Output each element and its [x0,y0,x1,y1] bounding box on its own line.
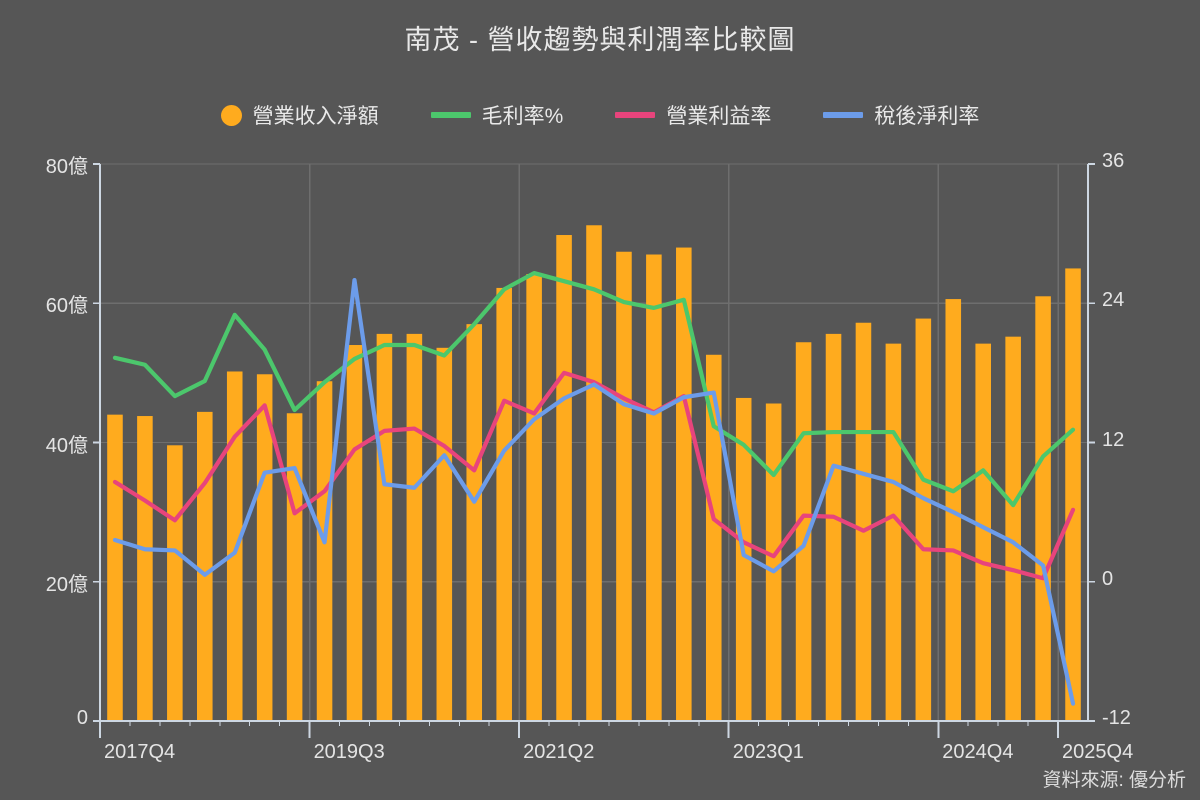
y-right-tick-label: 36 [1102,150,1125,172]
bar[interactable] [556,235,572,721]
x-tick-label: 2025Q4 [1062,741,1134,763]
bar[interactable] [137,416,153,721]
x-tick-label: 2017Q4 [104,741,176,763]
y-right-tick-label: -12 [1102,707,1131,729]
bar[interactable] [496,287,512,721]
bar[interactable] [825,333,842,721]
bar[interactable] [855,322,872,721]
bar[interactable] [646,254,662,721]
bar[interactable] [915,318,932,721]
x-tick-label: 2019Q3 [313,741,385,763]
y-right-tick-label: 0 [1102,567,1114,590]
y-left-tick-label: 80億 [45,156,88,178]
y-right-tick-label: 24 [1102,289,1125,312]
chart-legend: 營業收入淨額 毛利率% 營業利益率 稅後淨利率 [0,100,1200,130]
bar[interactable] [735,397,752,721]
y-left-tick-label: 20億 [45,573,88,596]
bar[interactable] [226,371,243,721]
legend-label-net-margin: 稅後淨利率 [874,105,980,128]
bar[interactable] [436,347,453,721]
bar[interactable] [406,333,423,721]
bar[interactable] [316,381,333,721]
bar[interactable] [286,413,303,721]
bar[interactable] [346,345,363,721]
line-series[interactable] [112,370,1076,581]
bar[interactable] [616,251,632,722]
legend-item-gross-margin[interactable]: 毛利率% [430,100,564,130]
y-left-tick-label: 0 [76,707,88,729]
bar[interactable] [765,403,782,721]
legend-item-revenue[interactable]: 營業收入淨額 [220,100,379,130]
x-tick-label: 2023Q1 [732,741,804,763]
legend-item-operating-margin[interactable]: 營業利益率 [615,100,771,130]
legend-label-operating-margin: 營業利益率 [666,105,772,128]
bar[interactable] [975,343,991,721]
legend-dot-icon [220,104,242,126]
bar[interactable] [705,354,722,721]
x-tick-label: 2021Q2 [523,741,595,763]
source-note: 資料來源: 優分析 [1042,770,1186,791]
bar[interactable] [1005,336,1021,721]
bar[interactable] [376,333,393,721]
legend-item-net-margin[interactable]: 稅後淨利率 [823,100,979,130]
legend-line-icon [615,112,656,118]
bar[interactable] [676,247,692,722]
legend-label-revenue: 營業收入淨額 [252,105,379,128]
bar[interactable] [107,414,123,721]
x-tick-label: 2024Q4 [942,741,1014,763]
bar[interactable] [1065,268,1081,721]
legend-label-gross-margin: 毛利率% [481,105,564,128]
legend-line-icon [823,112,864,118]
legend-line-icon [430,112,471,118]
bar[interactable] [526,274,542,721]
bar[interactable] [586,225,602,721]
y-left-tick-label: 60億 [45,295,88,318]
y-left-tick-label: 40億 [45,434,88,457]
bar[interactable] [256,374,273,721]
chart-title: 南茂 - 營收趨勢與利潤率比較圖 [404,25,796,55]
y-right-tick-label: 12 [1102,428,1125,451]
bar[interactable] [466,324,483,721]
bar-series-revenue [107,225,1081,722]
bar[interactable] [197,411,213,721]
bar[interactable] [1035,296,1051,721]
line-series[interactable] [112,270,1076,508]
line-series[interactable] [112,277,1076,706]
bar[interactable] [885,343,902,721]
bar[interactable] [167,445,183,721]
